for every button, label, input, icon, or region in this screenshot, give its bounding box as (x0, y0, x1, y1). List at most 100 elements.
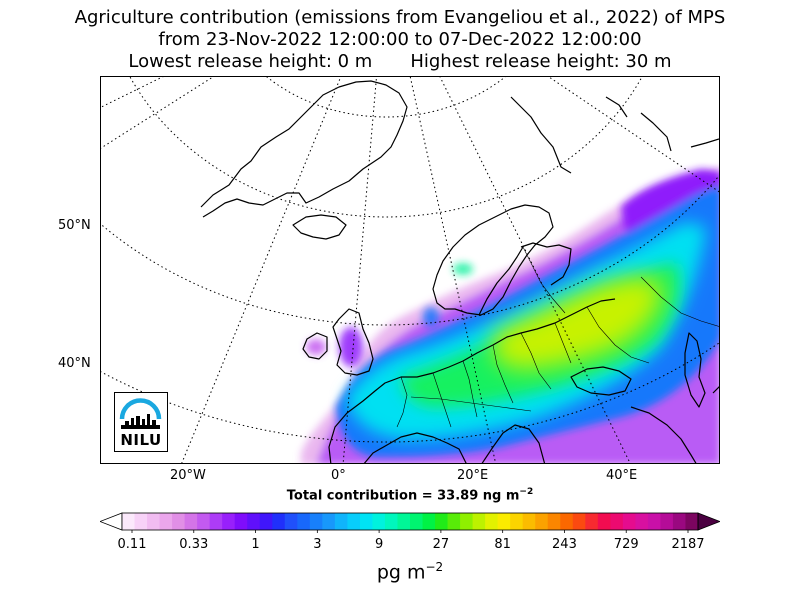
colorbar-segment (159, 513, 173, 530)
colorbar-tick-label: 1 (251, 537, 260, 552)
colorbar-segment (510, 513, 524, 530)
field-spot-ireland (306, 339, 326, 355)
field-spot-scandinavia-1 (453, 263, 473, 275)
colorbar-frame (121, 512, 699, 531)
field-spot-scandinavia-2 (423, 307, 439, 327)
colorbar-segment (535, 513, 549, 530)
border-10 (522, 246, 566, 314)
colorbar-over-extension (697, 512, 720, 531)
colorbar-segment (435, 513, 449, 530)
colorbar-segment (422, 513, 436, 530)
border-2 (432, 372, 452, 428)
colorbar-segment (572, 513, 586, 530)
colorbar-unit: pg m−2 (0, 560, 800, 583)
meridian-60w (101, 77, 164, 108)
caspian-coast (684, 332, 706, 408)
nilu-logo-graphic (119, 398, 162, 429)
colorbar-segment (122, 513, 136, 530)
arctic-islands-coast (510, 96, 719, 174)
ireland-coast (302, 332, 328, 360)
highest-release-height: Highest release height: 30 m (410, 51, 672, 72)
colorbar-segment (284, 513, 298, 530)
country-borders (396, 246, 719, 428)
sweden-baltic-coast (478, 246, 524, 316)
border-4 (492, 344, 514, 404)
nilu-logo-text: NILU (120, 431, 162, 449)
colorbar-segment (297, 513, 311, 530)
colorbar-segment (359, 513, 373, 530)
colorbar-segment (472, 513, 486, 530)
colorbar-tick-label: 81 (494, 537, 511, 552)
colorbar-segment (397, 513, 411, 530)
colorbar-segment (585, 513, 599, 530)
colorbar-segment (485, 513, 499, 530)
colorbar-segment (222, 513, 236, 530)
emission-map (100, 76, 720, 464)
colorbar-segment (447, 513, 461, 530)
middle-east-coast (630, 386, 719, 463)
greenland-coast (200, 80, 408, 218)
parallel-70n (266, 77, 506, 118)
total-contribution: Total contribution = 33.89 ng m−2 (0, 487, 800, 503)
continent-coast (328, 298, 616, 463)
colorbar-segment (234, 513, 248, 530)
colorbar-segment (635, 513, 649, 530)
colorbar-segment (209, 513, 223, 530)
colorbar-segment (334, 513, 348, 530)
lowest-release-height: Lowest release height: 0 m (128, 51, 373, 72)
parallel-40n (101, 342, 719, 443)
border-5 (520, 332, 552, 390)
graticule (101, 77, 719, 463)
lon-label-40e: 40°E (606, 468, 638, 483)
colorbar-segment (560, 513, 574, 530)
scandinavia-coast (432, 204, 554, 316)
colorbar-segment (259, 513, 273, 530)
colorbar-segment (309, 513, 323, 530)
total-contribution-value: Total contribution = 33.89 ng m (286, 488, 520, 504)
parallel-50n (101, 174, 719, 326)
colorbar-segment (672, 513, 686, 530)
lon-label-20w: 20°W (170, 468, 206, 483)
colorbar-segment (247, 513, 261, 530)
colorbar-segment (497, 513, 511, 530)
mediterranean-coast (363, 424, 546, 463)
total-contribution-exponent: −2 (519, 487, 534, 497)
meridian-40w (101, 77, 214, 149)
colorbar-tick-label: 2187 (671, 537, 705, 552)
border-6 (554, 322, 572, 364)
iceland-coast (292, 214, 347, 240)
colorbar (100, 512, 720, 533)
colorbar-segment (410, 513, 424, 530)
colorbar-tick-label: 9 (374, 537, 384, 552)
border-1 (396, 376, 408, 428)
colorbar-under-extension (100, 512, 123, 531)
colorbar-segment (547, 513, 561, 530)
colorbar-segment (172, 513, 186, 530)
colorbar-segment (660, 513, 674, 530)
border-8 (410, 396, 532, 412)
lat-label-50n: 50°N (58, 218, 91, 233)
colorbar-segment (522, 513, 536, 530)
colorbar-segment (622, 513, 636, 530)
release-heights: Lowest release height: 0 m Highest releas… (0, 51, 800, 73)
title-line-1: Agriculture contribution (emissions from… (74, 7, 726, 28)
finland-coast (520, 242, 572, 286)
colorbar-unit-exponent: −2 (425, 560, 444, 574)
colorbar-segment (272, 513, 286, 530)
colorbar-tick-label: 243 (552, 537, 577, 552)
colorbar-segment (184, 513, 198, 530)
colorbar-tick-label: 0.11 (117, 537, 147, 552)
colorbar-segment (597, 513, 611, 530)
map-canvas (101, 77, 719, 463)
field-spot-uk (339, 327, 363, 367)
field-yellowgreen (492, 277, 662, 369)
colorbar-segment (372, 513, 386, 530)
colorbar-unit-text: pg m (376, 561, 426, 584)
colorbar-tick-label: 27 (432, 537, 450, 552)
black-sea-coast (570, 366, 632, 396)
colorbar-segment (384, 513, 398, 530)
colorbar-segment (134, 513, 148, 530)
colorbar-segment (147, 513, 161, 530)
nilu-logo: NILU (114, 392, 168, 452)
colorbar-segment (685, 513, 699, 530)
